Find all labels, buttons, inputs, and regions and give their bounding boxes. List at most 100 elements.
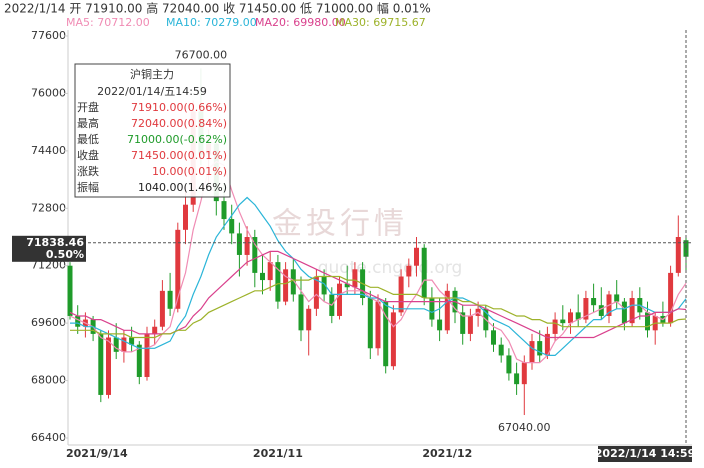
- candle-body: [460, 312, 466, 334]
- tooltip-label: 振幅: [77, 180, 99, 194]
- crosshair-box: [12, 235, 86, 262]
- candle-body: [544, 333, 550, 356]
- legend-entry: MA10: 70279.00: [166, 16, 257, 29]
- candle-body: [221, 201, 227, 220]
- candle-body: [614, 294, 620, 302]
- candle-body: [252, 237, 258, 273]
- candle-body: [621, 301, 627, 324]
- candle-body: [568, 312, 573, 324]
- candle-body: [491, 330, 496, 345]
- watermark: quote.cngold.org: [318, 258, 463, 278]
- y-tick-label: 66400: [31, 431, 66, 444]
- legend-entry: MA20: 69980.00: [255, 16, 346, 29]
- tooltip-label: 收盘: [77, 148, 99, 162]
- candle-body: [167, 290, 173, 309]
- candle-body: [75, 315, 81, 327]
- candle-body: [552, 319, 558, 334]
- candle-body: [591, 298, 597, 306]
- candle-body: [645, 312, 650, 331]
- candle-body: [298, 294, 304, 331]
- candle-body: [575, 312, 581, 320]
- candle-body: [113, 337, 119, 352]
- candle-body: [337, 283, 342, 316]
- annotation: 76700.00: [175, 48, 228, 61]
- candle-body: [675, 237, 681, 273]
- tooltip-value: 71450.00(0.01%): [131, 149, 227, 162]
- y-tick-label: 71200: [31, 259, 66, 272]
- tooltip: 沪铜主力 2022/01/14/五14:59 开盘 71910.00(0.66%) 最高…: [74, 63, 231, 198]
- candle-body: [506, 355, 512, 374]
- y-tick-label: 77600: [31, 29, 66, 42]
- legend-entry: MA30: 69715.67: [335, 16, 426, 29]
- x-label-box: [598, 446, 692, 462]
- candle-body: [159, 290, 165, 327]
- tooltip-label: 开盘: [77, 100, 99, 114]
- tooltip-box: [74, 63, 231, 198]
- candle-body: [152, 326, 158, 334]
- ma-line: [70, 275, 687, 339]
- legend-entry: MA5: 70712.00: [66, 16, 150, 29]
- candle-body: [121, 337, 127, 352]
- candle-body: [383, 301, 389, 367]
- candle-body: [244, 237, 250, 255]
- candle-body: [390, 312, 396, 367]
- candle-body: [683, 240, 689, 257]
- tooltip-label: 最高: [77, 116, 99, 130]
- tooltip-value: 72040.00(0.84%): [131, 117, 227, 130]
- candle-body: [313, 276, 319, 309]
- candle-body: [106, 337, 111, 395]
- candle-body: [375, 301, 381, 349]
- candle-body: [344, 283, 350, 288]
- candle-body: [321, 276, 327, 295]
- candle-body: [175, 229, 181, 309]
- tooltip-value: 10.00(0.01%): [152, 165, 227, 178]
- candle-body: [668, 272, 674, 324]
- annotation: 67040.00: [498, 421, 551, 434]
- crosshair-value: 71838.46: [26, 236, 84, 249]
- candle-body: [275, 262, 281, 302]
- ma-line: [69, 160, 687, 364]
- tooltip-value: 1040.00(1.46%): [138, 181, 227, 194]
- candle-body: [352, 269, 358, 288]
- candle-body: [229, 219, 235, 234]
- candle-body: [598, 305, 604, 316]
- candle-body: [444, 290, 450, 331]
- tooltip-label: 涨跌: [77, 164, 99, 178]
- candle-body: [267, 262, 273, 281]
- candle-body: [136, 344, 142, 377]
- candle-body: [67, 265, 73, 316]
- candle-body: [498, 344, 504, 356]
- candle-body: [290, 269, 296, 295]
- tooltip-date: 2022/01/14/五14:59: [97, 85, 207, 98]
- candle-body: [537, 341, 543, 356]
- candle-body: [629, 298, 635, 324]
- tooltip-value: 71000.00(-0.62%): [127, 133, 227, 146]
- y-tick-label: 74400: [31, 144, 66, 157]
- y-tick-label: 72800: [31, 201, 66, 214]
- candle-body: [260, 272, 265, 281]
- candle-body: [183, 204, 188, 230]
- candle-body: [514, 373, 520, 385]
- candle-body: [529, 341, 535, 363]
- candle-body: [437, 319, 443, 331]
- y-tick-label: 68000: [31, 374, 66, 387]
- candle-body: [583, 298, 589, 320]
- tooltip-value: 71910.00(0.66%): [131, 101, 227, 114]
- crosshair-change: 0.50%: [46, 248, 84, 261]
- candle-body: [367, 298, 373, 349]
- candle-body: [144, 333, 150, 377]
- y-tick-label: 76000: [31, 86, 66, 99]
- y-tick-label: 69600: [31, 316, 66, 329]
- candle-body: [98, 333, 104, 395]
- candle-body: [560, 319, 566, 324]
- candle-body: [283, 269, 289, 302]
- tooltip-label: 最低: [77, 133, 99, 146]
- candle-body: [306, 308, 312, 331]
- x-tick-label: 2021/11: [253, 447, 303, 460]
- candle-body: [406, 265, 412, 277]
- candle-body: [129, 337, 135, 345]
- x-tick-label: 2021/9/14: [66, 447, 128, 460]
- candle-body: [414, 247, 419, 266]
